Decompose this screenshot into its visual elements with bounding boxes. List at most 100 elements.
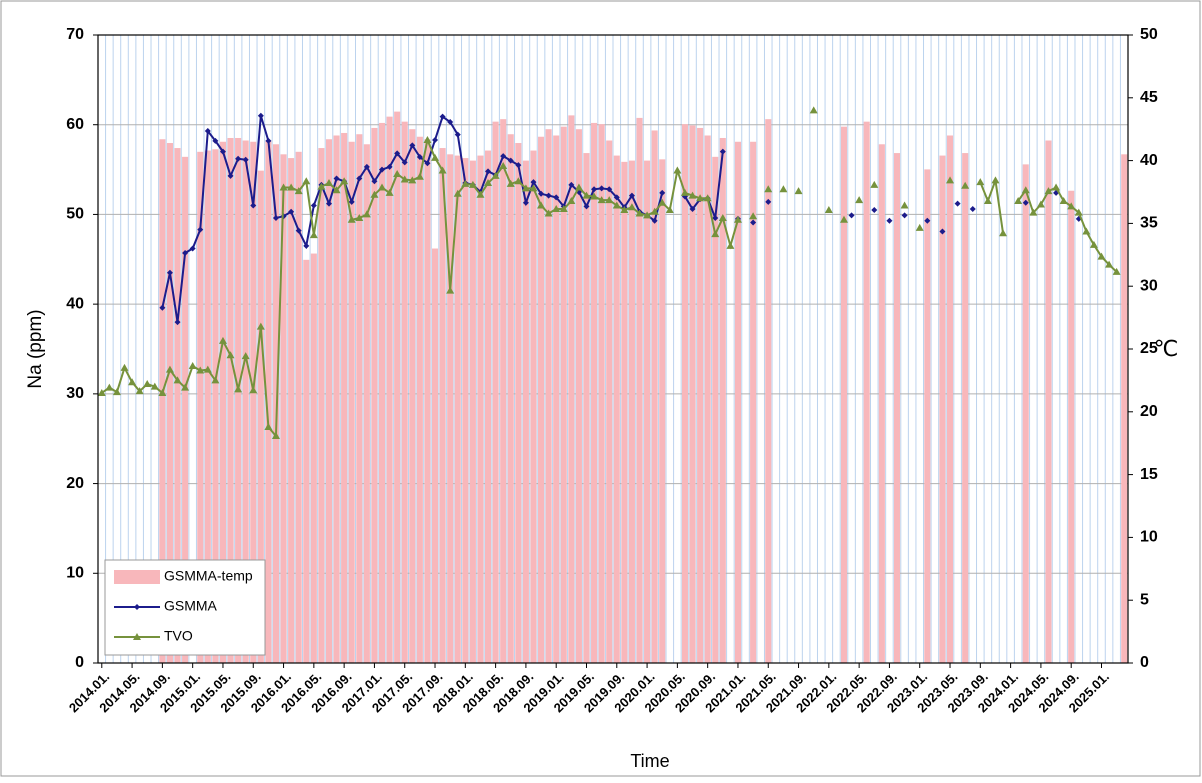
bar xyxy=(606,140,613,663)
bar xyxy=(280,154,287,663)
marker xyxy=(643,211,652,219)
marker xyxy=(439,113,446,120)
bar xyxy=(628,160,635,663)
marker xyxy=(196,366,205,374)
marker xyxy=(491,171,500,179)
marker xyxy=(303,242,310,249)
bar xyxy=(530,150,537,663)
bar xyxy=(257,170,264,663)
marker xyxy=(249,386,258,394)
y-tick-label: 40 xyxy=(66,295,84,312)
bar xyxy=(583,153,590,663)
marker xyxy=(1036,200,1045,208)
bar xyxy=(454,155,461,664)
marker xyxy=(696,194,705,202)
marker xyxy=(226,351,235,359)
bar xyxy=(295,151,302,664)
marker xyxy=(522,199,529,206)
bar xyxy=(492,121,499,663)
marker xyxy=(499,161,508,169)
marker xyxy=(257,112,264,119)
marker xyxy=(348,198,355,205)
marker xyxy=(324,179,333,187)
marker xyxy=(279,183,288,191)
y2-tick-label: 20 xyxy=(1140,403,1158,420)
marker xyxy=(598,185,605,192)
marker xyxy=(120,363,129,371)
marker xyxy=(515,162,522,169)
marker xyxy=(582,191,591,199)
marker xyxy=(529,184,538,192)
marker xyxy=(135,387,144,395)
marker xyxy=(612,201,621,209)
marker xyxy=(166,269,173,276)
marker xyxy=(211,376,220,384)
y2-tick-label: 15 xyxy=(1140,466,1158,483)
marker xyxy=(991,176,1000,184)
bar xyxy=(325,139,333,664)
y2-tick-label: 5 xyxy=(1140,591,1149,608)
bar xyxy=(1022,164,1029,664)
marker xyxy=(809,106,818,114)
marker xyxy=(545,192,552,199)
marker xyxy=(415,172,424,180)
marker xyxy=(553,194,560,201)
y-tick-label: 50 xyxy=(66,206,84,223)
bar xyxy=(553,135,560,664)
marker xyxy=(537,201,546,209)
marker xyxy=(924,217,931,224)
bar xyxy=(401,121,408,663)
bar xyxy=(1045,140,1052,663)
bar xyxy=(227,137,234,663)
legend-swatch xyxy=(114,570,160,584)
bars xyxy=(159,111,1128,664)
marker xyxy=(325,200,332,207)
marker xyxy=(378,183,387,191)
marker xyxy=(181,383,190,391)
marker xyxy=(188,362,197,370)
marker xyxy=(432,136,439,143)
marker xyxy=(597,196,606,204)
marker xyxy=(659,189,666,196)
marker xyxy=(446,286,455,294)
y-tick-label: 70 xyxy=(66,26,84,43)
marker xyxy=(400,175,409,183)
marker xyxy=(288,208,295,215)
marker xyxy=(712,215,719,222)
marker xyxy=(824,205,833,213)
bar xyxy=(765,119,772,664)
bar xyxy=(939,155,946,664)
marker xyxy=(484,179,493,187)
marker xyxy=(386,163,393,170)
marker xyxy=(355,214,364,222)
marker xyxy=(620,205,629,213)
bar xyxy=(840,126,848,664)
marker xyxy=(1105,260,1114,268)
marker xyxy=(779,185,788,193)
marker xyxy=(173,376,182,384)
marker xyxy=(174,319,181,326)
marker xyxy=(333,175,340,182)
marker xyxy=(271,432,280,440)
bar xyxy=(303,259,310,663)
y2-tick-label: 25 xyxy=(1140,340,1158,357)
y-tick-label: 30 xyxy=(66,385,84,402)
marker xyxy=(356,175,363,182)
marker xyxy=(750,219,757,226)
marker xyxy=(590,192,599,200)
marker xyxy=(423,135,432,143)
marker xyxy=(332,186,341,194)
marker xyxy=(567,196,576,204)
bar xyxy=(341,132,348,663)
marker xyxy=(431,153,440,161)
bar xyxy=(621,161,628,663)
marker xyxy=(218,336,227,344)
bar xyxy=(378,122,386,664)
marker xyxy=(385,188,394,196)
marker xyxy=(658,198,667,206)
marker xyxy=(665,205,674,213)
marker xyxy=(371,178,378,185)
bar xyxy=(356,134,363,663)
marker xyxy=(1089,240,1098,248)
